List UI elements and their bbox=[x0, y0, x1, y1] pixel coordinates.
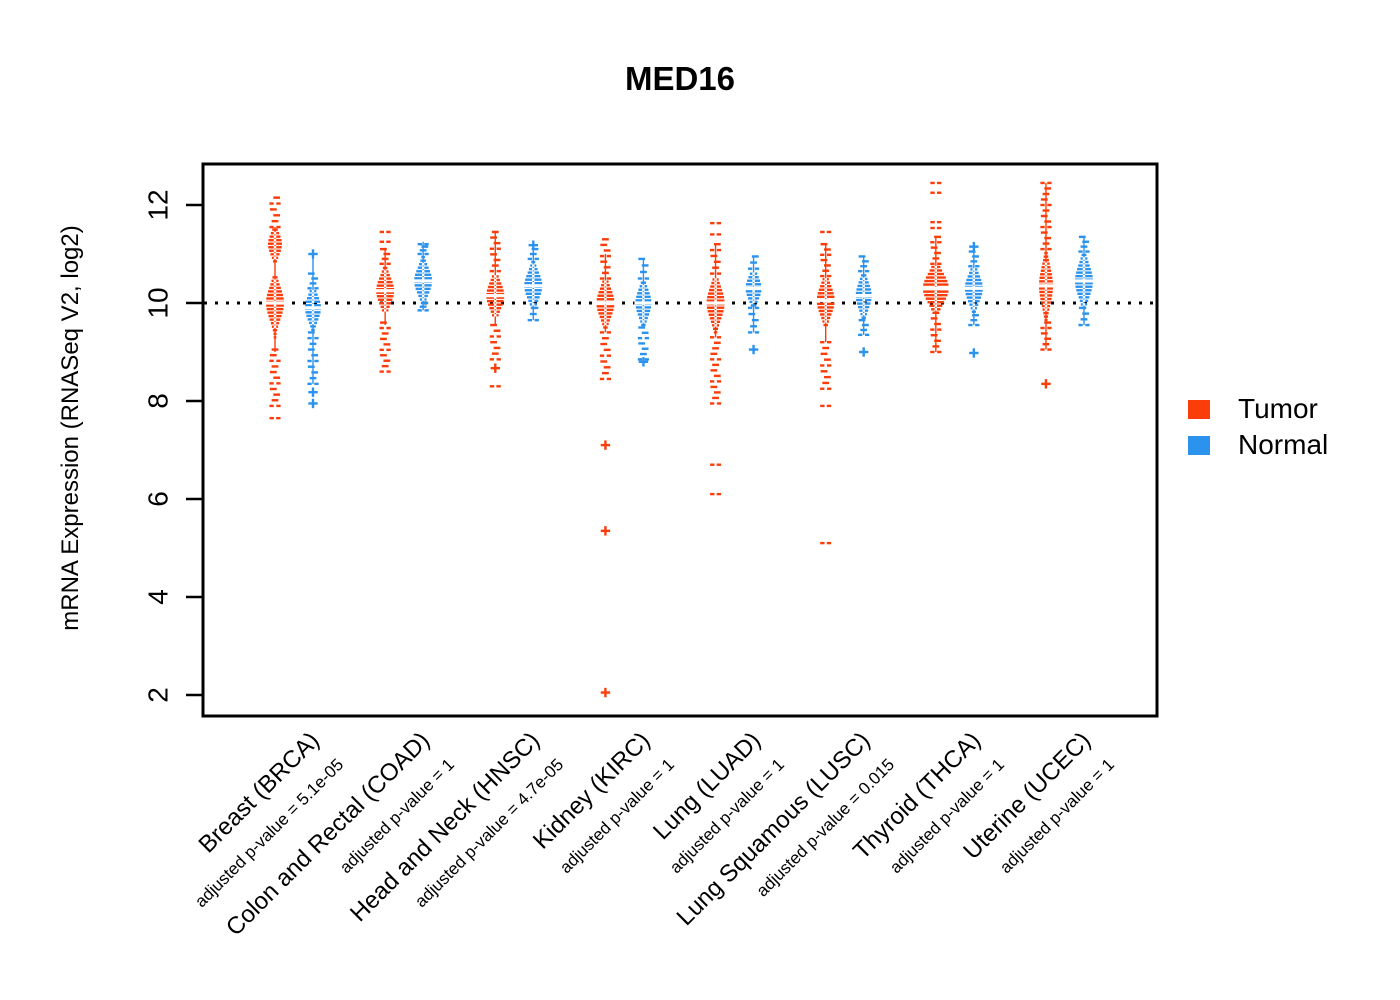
legend-label-normal: Normal bbox=[1238, 429, 1329, 460]
strip-tumor-2 bbox=[485, 230, 506, 388]
y-tick-label: 2 bbox=[143, 687, 174, 703]
legend-label-tumor: Tumor bbox=[1238, 393, 1318, 424]
legend-item-normal: Normal bbox=[1188, 429, 1329, 460]
y-tick-label: 6 bbox=[143, 491, 174, 507]
y-tick-label: 4 bbox=[143, 589, 174, 605]
y-tick-label: 12 bbox=[143, 189, 174, 220]
legend-item-tumor: Tumor bbox=[1188, 393, 1328, 424]
strip-normal-4 bbox=[744, 255, 763, 355]
strip-tumor-0 bbox=[265, 196, 285, 420]
strip-normal-1 bbox=[413, 241, 434, 312]
strip-normal-5 bbox=[854, 255, 873, 357]
strip-normal-3 bbox=[634, 257, 653, 367]
strip-normal-7 bbox=[1073, 235, 1094, 327]
strip-tumor-1 bbox=[375, 230, 396, 373]
strip-normal-2 bbox=[523, 240, 544, 322]
plot-frame bbox=[201, 162, 1159, 718]
strip-tumor-3 bbox=[595, 238, 616, 698]
y-tick-label: 10 bbox=[143, 287, 174, 318]
strip-normal-0 bbox=[304, 249, 322, 409]
normal-swatch-icon bbox=[1188, 435, 1210, 455]
strip-tumor-5 bbox=[815, 230, 836, 545]
strip-normal-6 bbox=[963, 241, 984, 358]
chart-title: MED16 bbox=[624, 60, 736, 97]
y-tick-label: 8 bbox=[143, 393, 174, 409]
legend: Tumor Normal bbox=[1188, 393, 1329, 470]
strip-tumor-4 bbox=[705, 221, 726, 496]
strip-tumor-7 bbox=[1037, 181, 1054, 389]
tumor-swatch-icon bbox=[1188, 399, 1210, 419]
strip-tumor-6 bbox=[921, 181, 950, 354]
